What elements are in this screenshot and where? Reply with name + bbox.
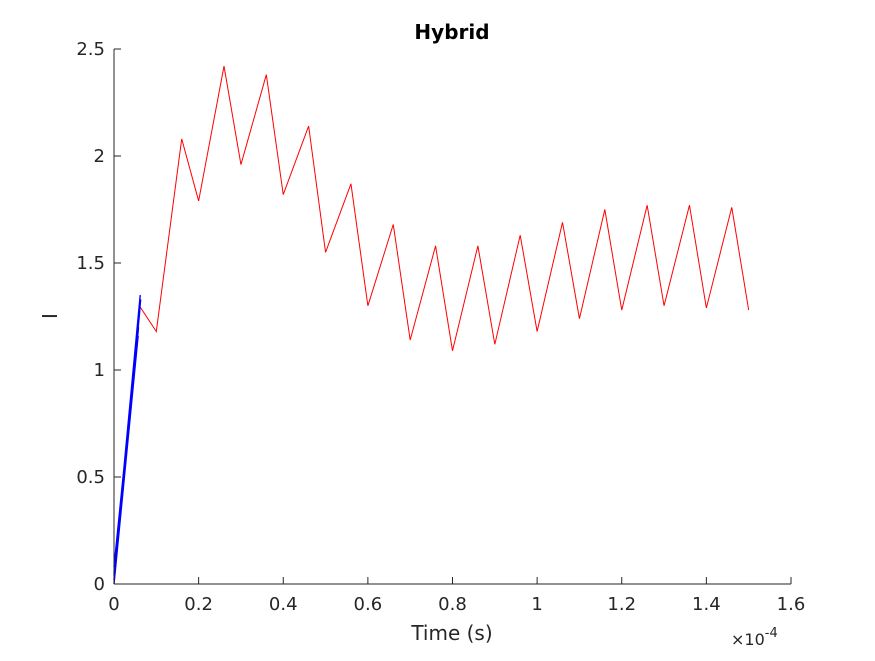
series-line-1	[113, 66, 750, 585]
x-tick-label: 0.8	[438, 594, 467, 615]
x-tick-label: 0.6	[354, 594, 383, 615]
y-tick-label: 1.5	[76, 253, 105, 274]
x-tick-label: 1	[531, 594, 542, 615]
x-exponent-label: ×10-4	[731, 626, 778, 649]
x-tick-label: 1.4	[692, 594, 721, 615]
y-tick-label: 0	[94, 574, 105, 595]
chart-title: Hybrid	[414, 20, 489, 44]
y-tick-label: 2	[94, 146, 105, 167]
x-tick-label: 0.2	[184, 594, 213, 615]
x-axis-label: Time (s)	[410, 621, 492, 645]
ticks-layer: 0 0.2 0.4 0.6 0.8 1 1.2 1.4 1.6 0 0.5 1 1.5 2 2.5	[76, 39, 805, 615]
x-exponent-base: ×10	[731, 630, 765, 649]
x-exponent-power: -4	[765, 626, 778, 641]
y-tick-label: 2.5	[76, 39, 105, 60]
x-tick-label: 1.2	[607, 594, 636, 615]
x-tick-label: 1.6	[777, 594, 806, 615]
y-tick-label: 0.5	[76, 467, 105, 488]
y-axis-label: I	[38, 313, 62, 319]
y-tick-label: 1	[94, 360, 105, 381]
x-tick-label: 0.4	[269, 594, 298, 615]
x-tick-label: 0	[108, 594, 119, 615]
